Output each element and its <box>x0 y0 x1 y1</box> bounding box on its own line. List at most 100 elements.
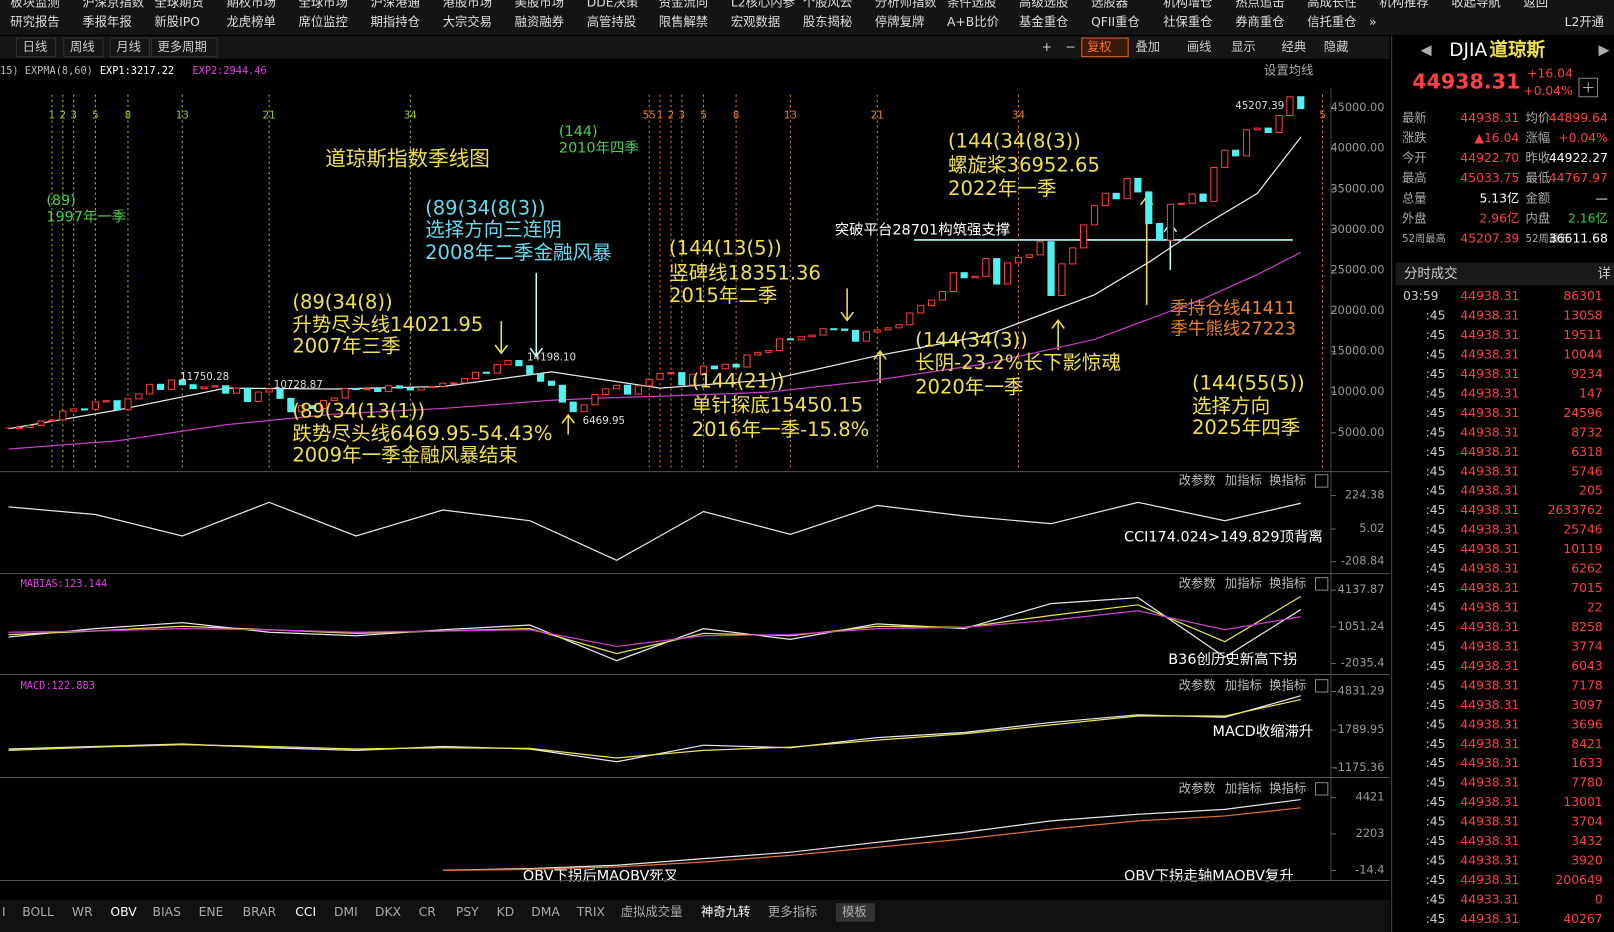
nav-item[interactable]: 条件选股 <box>947 0 996 10</box>
nav-item[interactable]: 资金流向 <box>659 0 708 10</box>
nav-item[interactable]: 港股市场 <box>443 0 492 10</box>
period-label[interactable]: 日线 <box>23 40 48 54</box>
panel-button[interactable]: 加指标 <box>1225 472 1262 487</box>
detail-button[interactable]: 详 <box>1598 266 1611 282</box>
nav-item[interactable]: » <box>1369 15 1377 29</box>
period-label[interactable]: 周线 <box>70 40 95 54</box>
panel-button[interactable]: 换指标 <box>1269 780 1306 795</box>
panel-button[interactable]: 加指标 <box>1225 780 1262 795</box>
panel-button[interactable]: 改参数 <box>1179 677 1216 692</box>
nav-item[interactable]: DDE决策 <box>587 0 638 10</box>
nav-item[interactable]: 沪深京指数 <box>82 0 144 10</box>
tab[interactable]: 虚拟成交量 <box>621 904 683 919</box>
nav-item[interactable]: 季报年报 <box>82 14 131 29</box>
nav-item[interactable]: 限售解禁 <box>659 14 708 29</box>
panel-button[interactable]: 加指标 <box>1225 575 1262 590</box>
nav-item[interactable]: 热点追击 <box>1235 0 1284 10</box>
nav-item[interactable]: QFII重仓 <box>1091 15 1140 29</box>
nav-item[interactable]: 社保重仓 <box>1163 14 1212 29</box>
nav-item[interactable]: 停牌复牌 <box>875 14 924 29</box>
tool-button[interactable]: + <box>1042 40 1052 54</box>
tab[interactable]: BOLL <box>22 905 54 919</box>
nav-item[interactable]: 收起导航 <box>1451 0 1500 10</box>
tool-button[interactable]: 叠加 <box>1135 40 1160 54</box>
tool-button[interactable]: 显示 <box>1231 40 1256 54</box>
nav-item[interactable]: 宏观数据 <box>731 14 780 29</box>
tab[interactable]: PSY <box>456 905 479 919</box>
nav-item[interactable]: 分析师指数 <box>875 0 937 10</box>
tool-button[interactable]: 经典 <box>1282 40 1307 54</box>
add-button[interactable] <box>1578 77 1599 98</box>
nav-item[interactable]: 券商重仓 <box>1235 14 1284 29</box>
panel-button[interactable]: 改参数 <box>1179 780 1216 795</box>
panel-button[interactable]: 换指标 <box>1269 472 1306 487</box>
tool-button[interactable]: 隐藏 <box>1324 40 1349 54</box>
panel-button[interactable]: 换指标 <box>1269 677 1306 692</box>
nav-item[interactable]: 选股器 <box>1091 0 1128 10</box>
tab[interactable]: WR <box>72 905 93 919</box>
nav-item[interactable]: 机构增仓 <box>1163 0 1212 10</box>
period-button[interactable] <box>109 37 150 58</box>
tab[interactable]: DMI <box>334 905 358 919</box>
nav-item[interactable]: 机构推荐 <box>1379 0 1428 10</box>
nav-item[interactable]: 期指持仓 <box>371 14 420 29</box>
nav-item[interactable]: 融资融券 <box>515 14 565 29</box>
nav-item[interactable]: 返回 <box>1523 0 1548 10</box>
close-button[interactable] <box>1314 474 1329 488</box>
panel-button[interactable]: 改参数 <box>1179 472 1216 487</box>
nav-item[interactable]: 沪深港通 <box>371 0 420 10</box>
tool-button[interactable]: − <box>1065 40 1075 54</box>
period-button[interactable] <box>15 37 57 58</box>
nav-item[interactable]: 全球期货 <box>154 0 203 10</box>
tool-button[interactable]: 复权 <box>1087 39 1112 54</box>
period-label[interactable]: 更多周期 <box>157 40 206 54</box>
tool-button[interactable]: 画线 <box>1187 40 1212 54</box>
nav-item[interactable]: 全球市场 <box>299 0 348 10</box>
tab[interactable]: CCI <box>295 905 316 919</box>
nav-item[interactable]: 高管持股 <box>587 14 636 29</box>
nav-item[interactable]: 信托重仓 <box>1307 15 1356 29</box>
tab[interactable]: DMA <box>531 905 560 919</box>
nav-item[interactable]: 研究报告 <box>10 14 59 29</box>
settings-button[interactable]: 设置均线 <box>1264 64 1313 78</box>
nav-item[interactable]: L2核心内参 <box>731 0 795 10</box>
tab[interactable]: TRIX <box>576 905 606 919</box>
period-label[interactable]: 月线 <box>116 40 141 54</box>
tab[interactable]: I <box>2 905 6 919</box>
tab[interactable]: 神奇九转 <box>701 904 750 919</box>
tab[interactable]: KD <box>497 905 515 919</box>
nav-item[interactable]: 高成长性 <box>1307 0 1356 10</box>
nav-item[interactable]: 个股风云 <box>803 0 852 10</box>
nav-item[interactable]: 席位监控 <box>299 14 348 29</box>
prev-arrow[interactable]: ◀ <box>1420 42 1432 58</box>
nav-item[interactable]: 大宗交易 <box>443 14 492 29</box>
nav-item[interactable]: 板块监测 <box>10 0 59 10</box>
close-button[interactable] <box>1314 679 1329 693</box>
nav-item[interactable]: 新股IPO <box>154 14 200 29</box>
panel-button[interactable]: 改参数 <box>1179 575 1216 590</box>
panel-button[interactable]: 加指标 <box>1225 677 1262 692</box>
trade-price: 44938.31 <box>1460 328 1519 342</box>
nav-item[interactable]: 基金重仓 <box>1019 14 1068 29</box>
nav-item[interactable]: 美股市场 <box>515 0 564 10</box>
next-arrow[interactable]: ▶ <box>1599 42 1611 58</box>
nav-item[interactable]: L2开通 <box>1565 15 1604 29</box>
tab[interactable]: 更多指标 <box>768 904 817 919</box>
nav-item[interactable]: 期权市场 <box>226 0 275 10</box>
tab[interactable]: CR <box>419 905 437 919</box>
nav-item[interactable]: 龙虎榜单 <box>226 14 275 29</box>
tab[interactable]: ENE <box>199 905 224 919</box>
nav-item[interactable]: 高级选股 <box>1019 0 1068 10</box>
nav-item[interactable]: A+B比价 <box>947 15 999 29</box>
tab[interactable]: BIAS <box>153 905 182 919</box>
nav-item[interactable]: 股东揭秘 <box>803 14 852 29</box>
close-button[interactable] <box>1314 577 1329 591</box>
tab[interactable]: OBV <box>110 905 137 919</box>
tab[interactable]: BRAR <box>243 905 277 919</box>
tab[interactable]: DKX <box>375 905 402 919</box>
panel-button[interactable]: 换指标 <box>1269 575 1306 590</box>
tab[interactable]: 模板 <box>842 905 867 919</box>
close-button[interactable] <box>1314 782 1329 796</box>
period-button[interactable] <box>150 37 218 58</box>
period-button[interactable] <box>63 37 104 58</box>
